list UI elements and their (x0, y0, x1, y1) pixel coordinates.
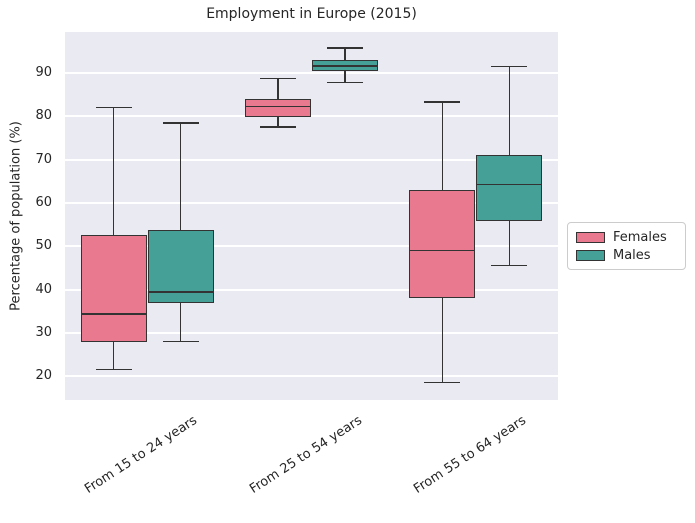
legend-item-males: Males (576, 248, 677, 263)
gridline-80 (65, 115, 558, 118)
box-Males-2 (476, 154, 543, 222)
gridline-40 (65, 288, 558, 291)
median-Males-0 (147, 290, 214, 293)
whisker-upper-Males-1 (344, 48, 346, 60)
whisker-upper-Males-2 (508, 66, 511, 155)
gridline-70 (65, 158, 558, 161)
median-Females-1 (245, 105, 311, 108)
gridline-60 (65, 202, 558, 204)
whisker-lower-Females-0 (112, 342, 115, 370)
y-tick-label-90: 90 (35, 65, 52, 81)
box-Females-1 (245, 99, 311, 118)
x-tick-label-0: From 15 to 24 years (82, 413, 201, 497)
chart-title: Employment in Europe (2015) (206, 6, 417, 22)
gridline-50 (65, 245, 558, 248)
y-tick-label-70: 70 (35, 151, 52, 167)
y-tick-label-40: 40 (35, 281, 52, 297)
box-Males-0 (147, 229, 214, 303)
whisker-cap-max-Females-1 (260, 78, 296, 80)
whisker-cap-min-Females-0 (95, 368, 132, 371)
males-color-swatch (576, 249, 605, 261)
whisker-cap-max-Males-2 (491, 65, 528, 68)
median-Females-0 (80, 313, 147, 316)
plot-area (65, 32, 558, 400)
legend-label-females: Females (613, 229, 667, 245)
whisker-lower-Males-2 (508, 221, 511, 266)
whisker-lower-Males-0 (179, 302, 182, 342)
median-Females-2 (409, 249, 476, 252)
whisker-cap-max-Females-0 (95, 107, 132, 109)
median-Males-1 (312, 64, 378, 67)
whisker-cap-min-Females-2 (424, 381, 461, 383)
box-Females-0 (80, 235, 147, 343)
whisker-upper-Females-0 (112, 107, 115, 236)
y-tick-label-60: 60 (35, 195, 52, 210)
y-tick-label-50: 50 (35, 238, 52, 254)
whisker-lower-Males-1 (344, 70, 346, 83)
box-Females-2 (409, 190, 476, 299)
y-tick-label-80: 80 (35, 108, 52, 124)
gridline-30 (65, 331, 558, 334)
y-tick-label-30: 30 (35, 324, 52, 340)
y-tick-label-20: 20 (35, 368, 52, 384)
whisker-lower-Females-2 (441, 298, 444, 383)
median-Males-2 (476, 183, 543, 186)
legend-label-males: Males (613, 247, 651, 263)
whisker-cap-max-Females-2 (424, 101, 461, 103)
legend-item-females: Females (576, 230, 677, 245)
x-tick-label-1: From 25 to 54 years (246, 413, 365, 497)
x-tick-label-2: From 55 to 64 years (410, 413, 529, 497)
whisker-cap-min-Males-2 (491, 265, 528, 267)
whisker-upper-Females-2 (441, 102, 444, 190)
females-color-swatch (576, 231, 605, 243)
gridline-90 (65, 72, 558, 75)
legend: Females Males (567, 222, 686, 270)
whisker-lower-Females-1 (277, 117, 279, 127)
whisker-cap-min-Females-1 (260, 126, 296, 128)
whisker-cap-max-Males-0 (162, 122, 199, 124)
whisker-cap-min-Males-0 (162, 340, 199, 343)
whisker-upper-Males-0 (179, 122, 182, 230)
whisker-upper-Females-1 (277, 78, 279, 100)
gridline-20 (65, 375, 558, 378)
whisker-cap-min-Males-1 (327, 81, 363, 83)
whisker-cap-max-Males-1 (327, 47, 363, 49)
